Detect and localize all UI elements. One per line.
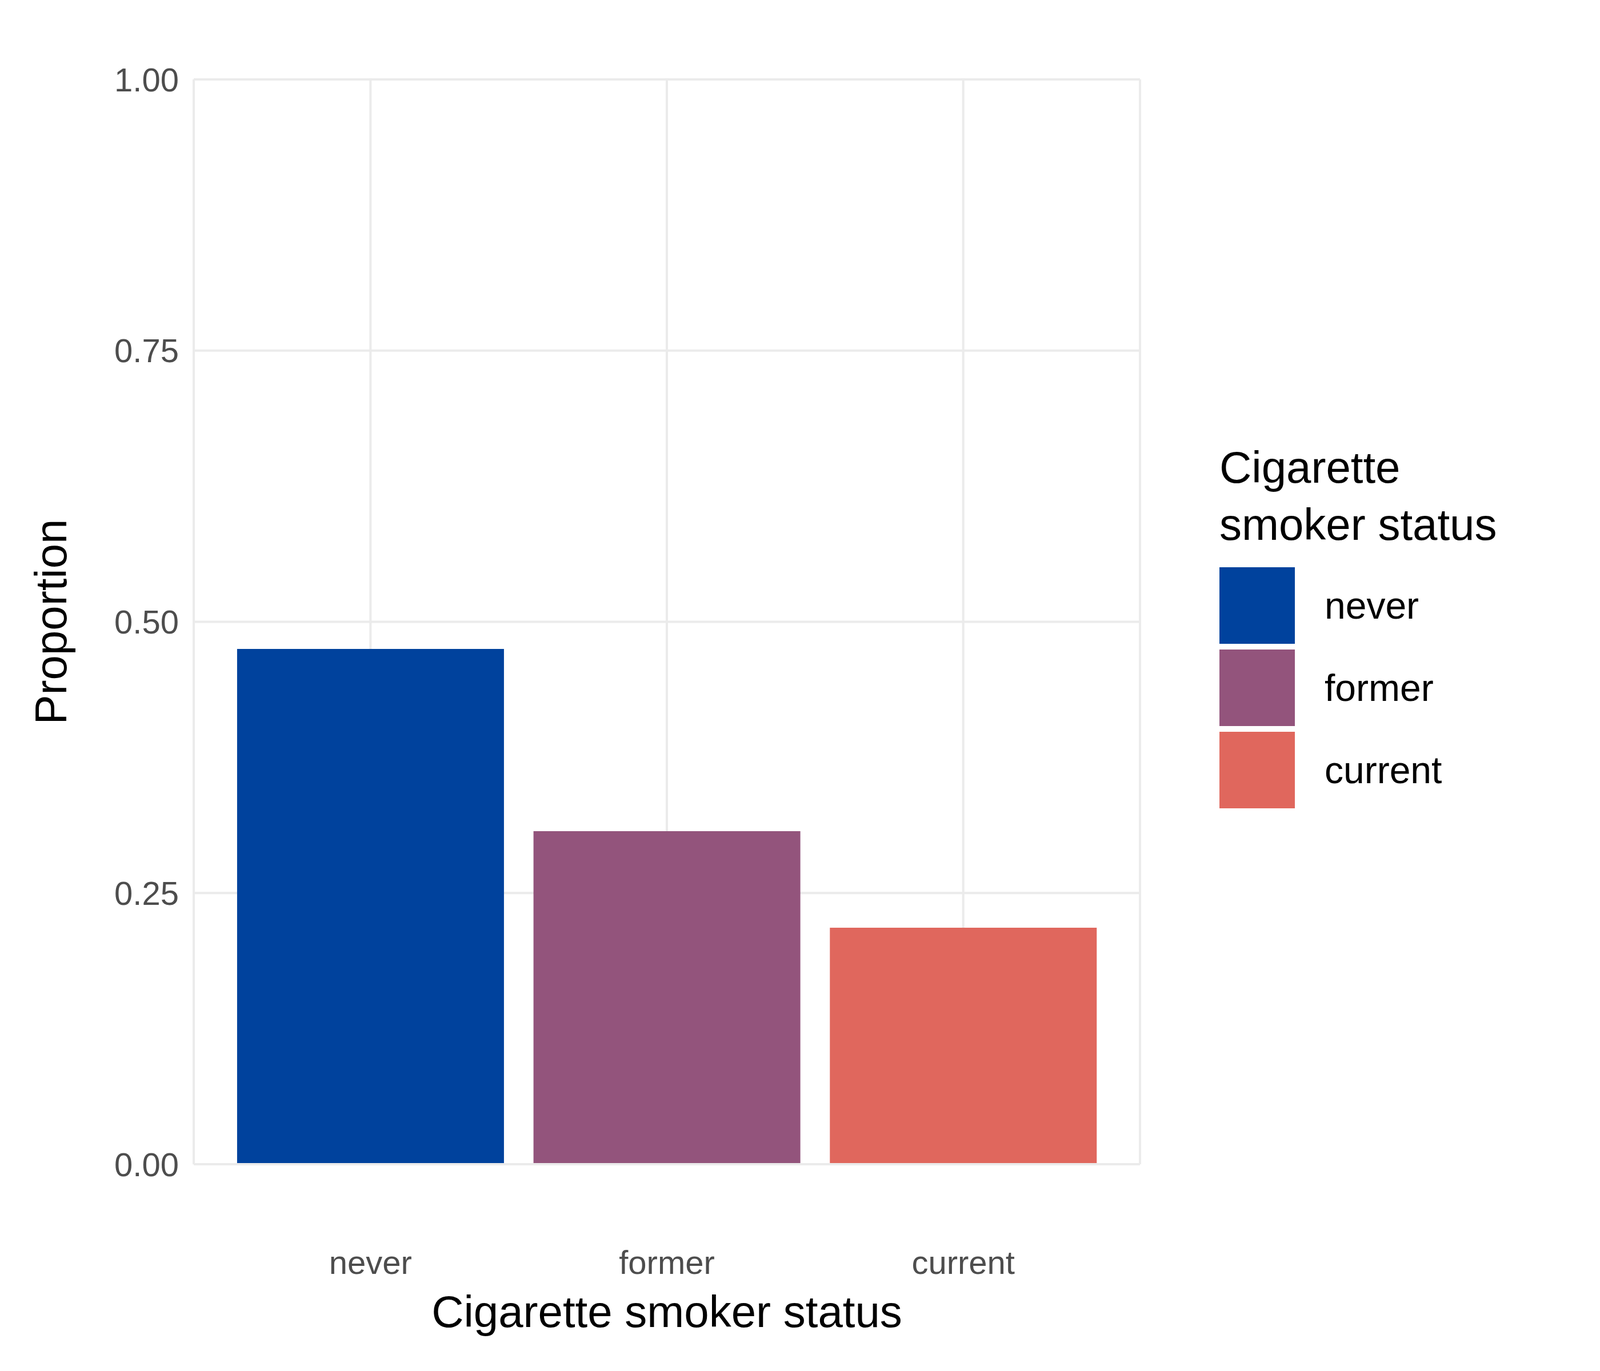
svg-text:former: former (618, 1244, 715, 1282)
svg-text:0.75: 0.75 (114, 332, 179, 370)
svg-text:0.25: 0.25 (114, 874, 179, 912)
svg-text:0.00: 0.00 (114, 1146, 179, 1184)
html-text:current: current (1324, 749, 1442, 792)
html-text:smoker status: smoker status (1219, 499, 1497, 550)
svg-text:0.50: 0.50 (114, 603, 179, 641)
svg-text:1.00: 1.00 (114, 61, 179, 99)
html-text:never: never (1324, 584, 1419, 627)
svg-text:Cigarette smoker status: Cigarette smoker status (431, 1286, 903, 1338)
svg-text:Proportion: Proportion (25, 519, 76, 726)
svg-text:current: current (911, 1244, 1015, 1282)
html-text:Cigarette: Cigarette (1219, 442, 1401, 493)
svg-text:never: never (329, 1244, 412, 1282)
html-text:former: former (1324, 666, 1434, 710)
